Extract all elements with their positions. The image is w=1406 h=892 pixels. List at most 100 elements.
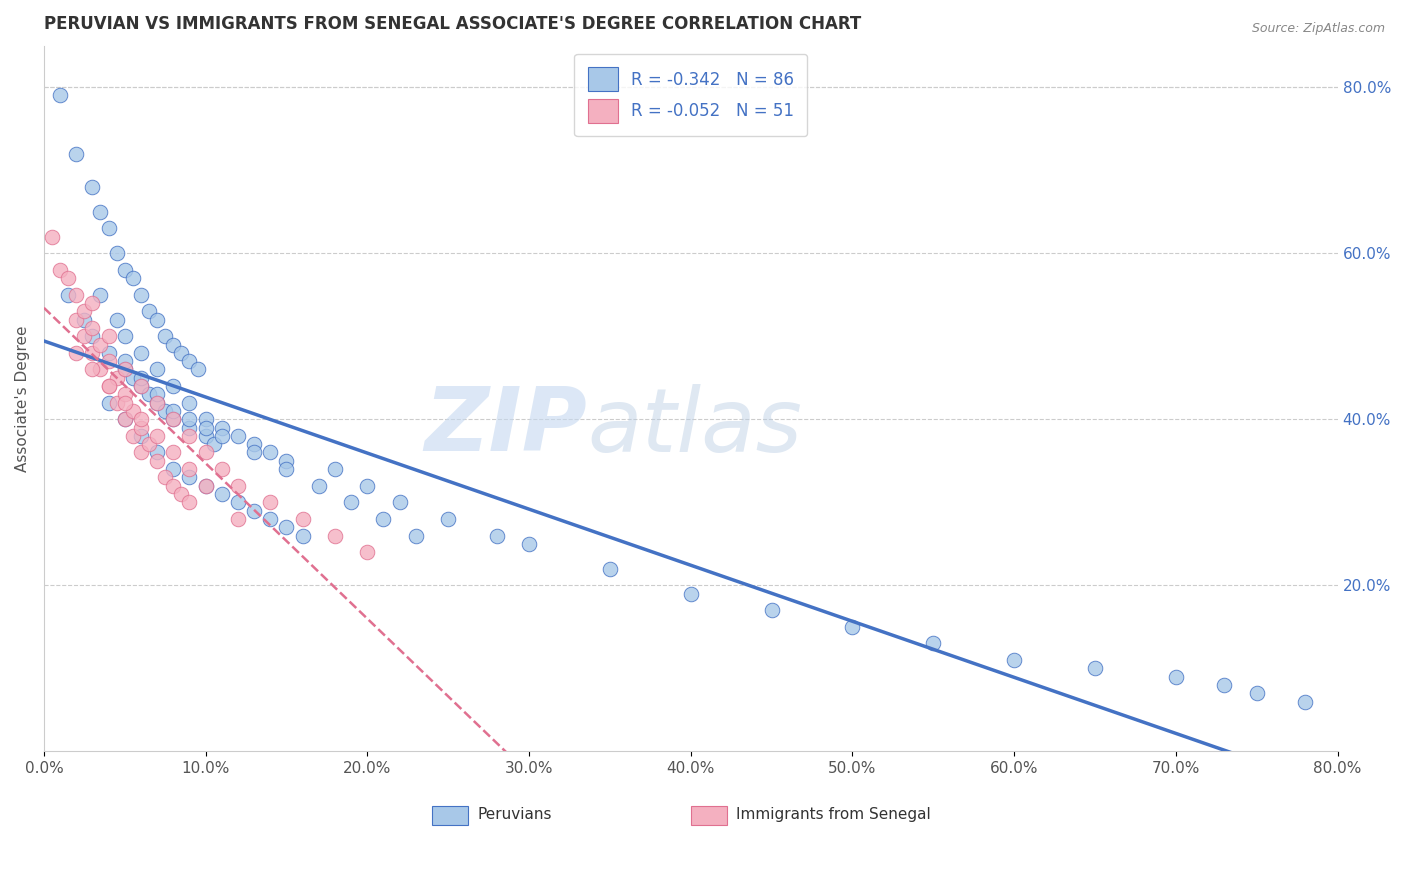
Point	[97, 395, 120, 409]
Point	[194, 420, 217, 434]
Point	[276, 454, 298, 468]
Point	[114, 412, 136, 426]
Point	[761, 603, 783, 617]
Point	[114, 329, 136, 343]
Point	[291, 528, 314, 542]
Point	[121, 271, 143, 285]
Point	[226, 429, 249, 443]
Point	[211, 462, 233, 476]
Point	[841, 620, 863, 634]
Point	[65, 146, 87, 161]
Point	[89, 204, 111, 219]
Text: atlas: atlas	[588, 384, 803, 470]
Point	[243, 437, 266, 451]
Point	[202, 437, 225, 451]
Point	[179, 420, 201, 434]
Point	[114, 262, 136, 277]
Point	[517, 537, 540, 551]
FancyBboxPatch shape	[432, 805, 468, 825]
Point	[105, 246, 128, 260]
Point	[73, 329, 96, 343]
Text: Source: ZipAtlas.com: Source: ZipAtlas.com	[1251, 22, 1385, 36]
Point	[49, 262, 72, 277]
Y-axis label: Associate's Degree: Associate's Degree	[15, 326, 30, 472]
Text: PERUVIAN VS IMMIGRANTS FROM SENEGAL ASSOCIATE'S DEGREE CORRELATION CHART: PERUVIAN VS IMMIGRANTS FROM SENEGAL ASSO…	[44, 15, 860, 33]
Point	[129, 429, 152, 443]
Point	[276, 520, 298, 534]
Point	[121, 404, 143, 418]
Point	[97, 354, 120, 368]
Point	[129, 346, 152, 360]
Point	[114, 362, 136, 376]
Point	[194, 478, 217, 492]
Point	[226, 478, 249, 492]
Point	[179, 470, 201, 484]
Point	[1213, 678, 1236, 692]
Point	[138, 304, 160, 318]
Point	[114, 412, 136, 426]
Point	[89, 362, 111, 376]
Point	[146, 362, 169, 376]
Point	[162, 379, 184, 393]
Point	[56, 287, 79, 301]
Point	[226, 495, 249, 509]
Point	[259, 512, 281, 526]
Point	[179, 354, 201, 368]
Point	[89, 287, 111, 301]
Point	[82, 179, 104, 194]
Point	[41, 229, 63, 244]
Point	[194, 412, 217, 426]
Point	[129, 370, 152, 384]
Point	[114, 354, 136, 368]
Point	[162, 337, 184, 351]
Point	[259, 445, 281, 459]
Point	[211, 487, 233, 501]
Point	[170, 346, 193, 360]
Point	[356, 478, 378, 492]
Point	[308, 478, 330, 492]
Point	[49, 88, 72, 103]
Point	[97, 379, 120, 393]
Point	[243, 445, 266, 459]
Point	[162, 445, 184, 459]
Point	[146, 312, 169, 326]
Point	[146, 445, 169, 459]
Point	[485, 528, 508, 542]
Point	[146, 387, 169, 401]
Point	[97, 379, 120, 393]
Point	[105, 395, 128, 409]
Point	[194, 445, 217, 459]
Point	[65, 346, 87, 360]
Point	[340, 495, 363, 509]
Point	[114, 387, 136, 401]
Point	[405, 528, 427, 542]
Point	[1164, 670, 1187, 684]
Text: Peruvians: Peruvians	[477, 807, 551, 822]
Point	[437, 512, 460, 526]
Point	[388, 495, 411, 509]
Point	[129, 287, 152, 301]
Point	[146, 454, 169, 468]
Point	[73, 304, 96, 318]
Point	[162, 412, 184, 426]
Point	[1084, 661, 1107, 675]
Point	[153, 329, 176, 343]
Point	[129, 420, 152, 434]
Point	[1002, 653, 1025, 667]
Point	[1246, 686, 1268, 700]
Point	[56, 271, 79, 285]
Point	[194, 429, 217, 443]
Point	[146, 429, 169, 443]
Point	[129, 379, 152, 393]
Point	[276, 462, 298, 476]
Point	[291, 512, 314, 526]
Point	[129, 379, 152, 393]
Legend: R = -0.342   N = 86, R = -0.052   N = 51: R = -0.342 N = 86, R = -0.052 N = 51	[574, 54, 807, 136]
Point	[162, 404, 184, 418]
Point	[259, 495, 281, 509]
FancyBboxPatch shape	[690, 805, 727, 825]
Point	[138, 437, 160, 451]
Text: ZIP: ZIP	[425, 384, 588, 470]
Point	[97, 329, 120, 343]
Point	[599, 562, 621, 576]
